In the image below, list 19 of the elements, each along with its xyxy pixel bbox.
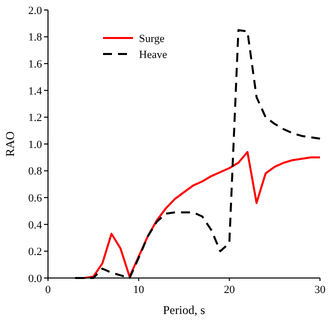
legend-label: Heave [139,48,168,61]
y-tick-label: 1.8 [28,32,42,44]
y-tick-label: 0.4 [28,219,42,232]
y-tick-label: 0.0 [28,272,42,285]
x-axis-title: Period, s [163,303,206,317]
x-tick-label: 20 [224,284,236,296]
legend-label: Surge [139,32,165,45]
x-tick-label: 30 [314,284,326,296]
y-tick-label: 0.2 [28,246,42,258]
y-tick-label: 1.4 [28,85,42,98]
y-tick-label: 0.6 [28,192,42,204]
y-tick-label: 0.8 [28,166,42,178]
x-tick-label: 10 [133,284,145,296]
y-tick-label: 1.6 [28,58,42,70]
x-tick-label: 0 [45,284,52,296]
y-tick-label: 1.2 [28,112,42,124]
y-axis-title: RAO [3,131,17,157]
y-tick-label: 2.0 [28,4,42,17]
y-tick-label: 1.0 [28,138,42,151]
